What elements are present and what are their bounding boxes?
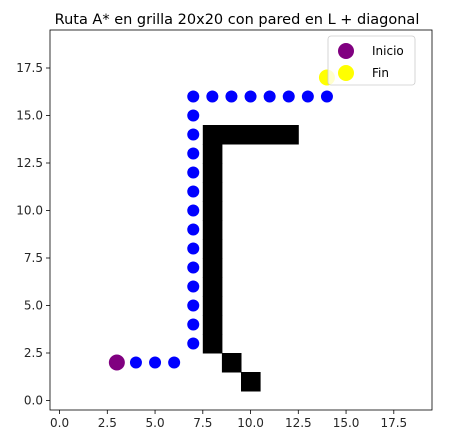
path-point	[302, 91, 314, 103]
wall-cell	[203, 296, 223, 316]
wall-cell	[203, 334, 223, 354]
legend-label-fin: Fin	[372, 66, 389, 80]
wall-cell	[203, 220, 223, 240]
legend-marker-inicio	[338, 43, 354, 59]
wall-cell	[203, 315, 223, 335]
path-point	[187, 167, 199, 179]
path-point	[187, 224, 199, 236]
wall-cell	[203, 258, 223, 278]
y-tick-label: 7.5	[24, 251, 43, 265]
path-point	[187, 300, 199, 312]
path-point	[264, 91, 276, 103]
wall-cell	[203, 144, 223, 164]
wall-cell	[279, 125, 299, 145]
wall-cell	[222, 353, 242, 373]
y-tick-label: 10.0	[16, 204, 43, 218]
wall-cell	[241, 125, 261, 145]
x-tick-label: 10.0	[237, 416, 264, 430]
x-axis: 0.0 2.5 5.0 7.5 10.0 12.5 15.0 17.5	[50, 410, 407, 430]
start-point	[109, 355, 125, 371]
wall-cell	[203, 163, 223, 183]
path-point	[206, 91, 218, 103]
wall-cell	[203, 239, 223, 259]
wall-cell	[241, 372, 261, 392]
path-point	[225, 91, 237, 103]
y-tick-label: 12.5	[16, 156, 43, 170]
wall-cell	[203, 125, 223, 145]
wall-cell	[222, 125, 242, 145]
legend-marker-fin	[338, 65, 354, 81]
path-point	[187, 91, 199, 103]
x-tick-label: 2.5	[98, 416, 117, 430]
y-tick-label: 17.5	[16, 61, 43, 75]
path-point	[168, 357, 180, 369]
chart-title: Ruta A* en grilla 20x20 con pared en L +…	[55, 12, 420, 28]
path-point	[187, 110, 199, 122]
path-point	[187, 186, 199, 198]
path-point	[187, 205, 199, 217]
path-point	[187, 319, 199, 331]
path-point	[187, 243, 199, 255]
y-tick-label: 15.0	[16, 109, 43, 123]
x-tick-label: 0.0	[50, 416, 69, 430]
y-axis: 0.0 2.5 5.0 7.5 10.0 12.5 15.0 17.5	[16, 61, 50, 408]
x-tick-label: 12.5	[285, 416, 312, 430]
path-point	[130, 357, 142, 369]
path-point	[187, 262, 199, 274]
wall-cell	[203, 182, 223, 202]
legend-label-inicio: Inicio	[372, 44, 404, 58]
wall-cell	[260, 125, 280, 145]
y-tick-label: 5.0	[24, 299, 43, 313]
y-tick-label: 2.5	[24, 346, 43, 360]
x-tick-label: 5.0	[146, 416, 165, 430]
path-point	[149, 357, 161, 369]
path-point	[187, 129, 199, 141]
x-tick-label: 7.5	[193, 416, 212, 430]
y-tick-label: 0.0	[24, 394, 43, 408]
path-point	[187, 281, 199, 293]
wall-cell	[203, 201, 223, 221]
wall-cell	[203, 277, 223, 297]
path-point	[187, 148, 199, 160]
x-tick-label: 17.5	[380, 416, 407, 430]
path-point	[245, 91, 257, 103]
x-tick-label: 15.0	[333, 416, 360, 430]
legend: Inicio Fin	[328, 36, 415, 85]
path-point	[187, 338, 199, 350]
path-point	[321, 91, 333, 103]
path-point	[283, 91, 295, 103]
